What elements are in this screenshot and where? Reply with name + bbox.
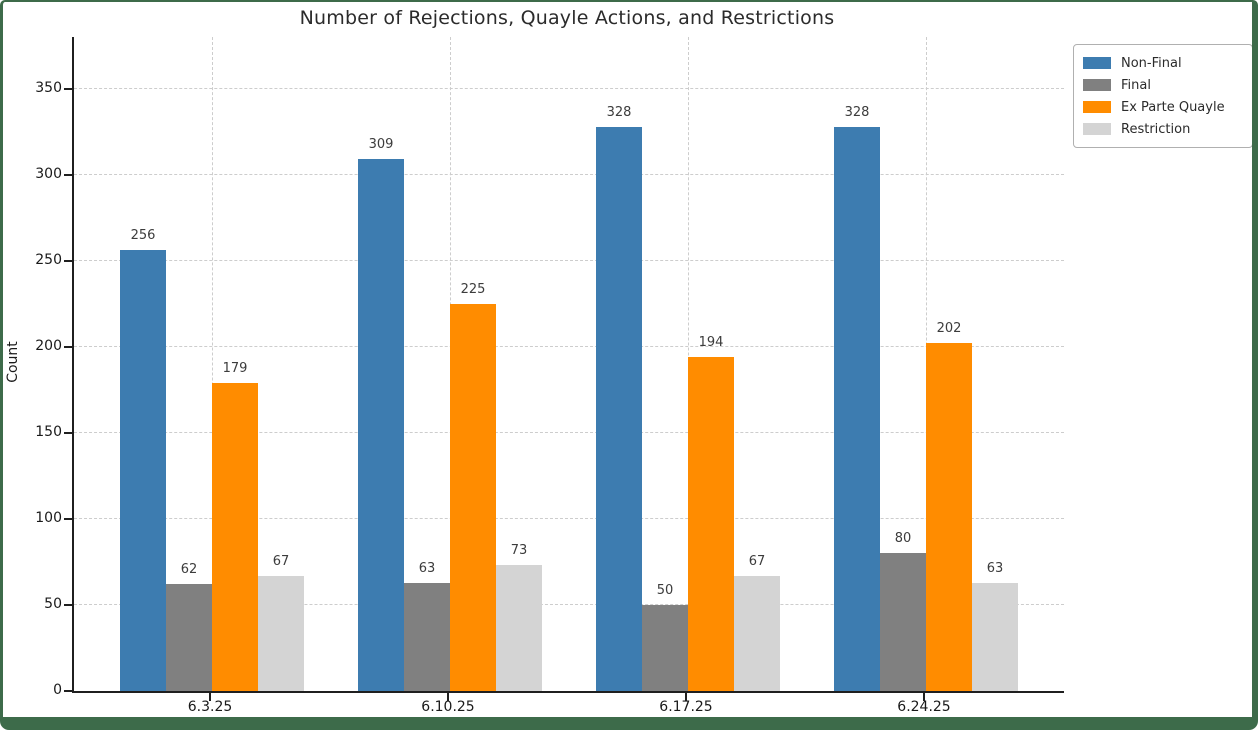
bar-restriction-6.24.25 (972, 582, 1018, 691)
bar-non-final-6.10.25 (358, 159, 404, 691)
bar-ex-parte-quayle-6.10.25 (450, 303, 496, 691)
y-tick-label: 0 (53, 682, 62, 698)
bar-value-label: 80 (894, 531, 912, 547)
legend-label: Final (1121, 77, 1151, 93)
bar-value-label: 328 (606, 104, 632, 120)
y-tick-mark (64, 517, 72, 520)
y-axis-label: Count (5, 341, 21, 383)
bar-value-label: 62 (180, 562, 198, 578)
legend-label: Restriction (1121, 121, 1191, 137)
bar-value-label: 309 (368, 137, 394, 153)
y-tick-mark (64, 345, 72, 348)
bar-non-final-6.3.25 (120, 250, 166, 691)
bar-value-label: 63 (418, 560, 436, 576)
bar-non-final-6.17.25 (596, 126, 642, 691)
h-gridline (74, 604, 1064, 606)
h-gridline (74, 260, 1064, 262)
legend-label: Non-Final (1121, 55, 1182, 71)
bar-value-label: 63 (986, 560, 1004, 576)
x-tick-mark (209, 693, 211, 701)
bar-non-final-6.24.25 (834, 126, 880, 691)
x-tick-label: 6.17.25 (659, 699, 713, 715)
x-tick-label: 6.10.25 (421, 699, 475, 715)
h-gridline (74, 432, 1064, 434)
y-tick-label: 250 (35, 251, 62, 268)
bar-ex-parte-quayle-6.3.25 (212, 382, 258, 691)
legend-swatch-non-final (1083, 57, 1111, 69)
bar-restriction-6.10.25 (496, 565, 542, 691)
legend: Non-Final Final Ex Parte Quayle Restriction (1073, 44, 1253, 148)
legend-item: Restriction (1083, 118, 1242, 140)
bar-final-6.17.25 (642, 604, 688, 691)
bar-restriction-6.3.25 (258, 575, 304, 691)
y-tick-label: 100 (35, 509, 62, 526)
y-tick-label: 150 (35, 423, 62, 440)
bar-value-label: 50 (656, 582, 674, 598)
legend-label: Ex Parte Quayle (1121, 99, 1225, 115)
bar-final-6.24.25 (880, 553, 926, 691)
legend-swatch-ex-parte-quayle (1083, 101, 1111, 113)
y-tick-mark (64, 87, 72, 90)
chart-title: Number of Rejections, Quayle Actions, an… (299, 7, 835, 29)
h-gridline (74, 518, 1064, 520)
bar-value-label: 256 (130, 228, 156, 244)
bar-restriction-6.17.25 (734, 575, 780, 691)
y-tick-mark (64, 259, 72, 262)
plot-area: 256 309 328 328 62 63 50 80 179 225 194 202 67 73 67 63 (72, 37, 1064, 693)
v-gridline (211, 37, 213, 691)
bar-value-label: 73 (510, 543, 528, 559)
legend-swatch-restriction (1083, 123, 1111, 135)
bar-value-label: 328 (844, 104, 870, 120)
y-tick-label: 50 (44, 595, 62, 612)
bar-final-6.3.25 (166, 584, 212, 691)
x-tick-mark (447, 693, 449, 701)
y-tick-mark (64, 431, 72, 434)
legend-item: Final (1083, 74, 1242, 96)
x-tick-label: 6.24.25 (897, 699, 951, 715)
y-tick-mark (64, 603, 72, 606)
bar-value-label: 67 (748, 553, 766, 569)
bar-ex-parte-quayle-6.17.25 (688, 357, 734, 691)
y-tick-mark (64, 690, 72, 692)
y-tick-label: 200 (35, 337, 62, 354)
y-tick-label: 300 (35, 165, 62, 182)
x-tick-mark (685, 693, 687, 701)
y-tick-mark (64, 173, 72, 176)
legend-item: Ex Parte Quayle (1083, 96, 1242, 118)
legend-swatch-final (1083, 79, 1111, 91)
h-gridline (74, 346, 1064, 348)
bar-value-label: 179 (222, 360, 248, 376)
h-gridline (74, 174, 1064, 176)
h-gridline (74, 88, 1064, 90)
bar-value-label: 67 (272, 553, 290, 569)
bar-final-6.10.25 (404, 582, 450, 691)
bar-ex-parte-quayle-6.24.25 (926, 343, 972, 691)
x-tick-mark (923, 693, 925, 701)
y-tick-label: 350 (35, 79, 62, 96)
bar-value-label: 225 (460, 281, 486, 297)
legend-item: Non-Final (1083, 52, 1242, 74)
x-tick-label: 6.3.25 (187, 699, 233, 715)
bar-value-label: 194 (698, 335, 724, 351)
bar-value-label: 202 (936, 321, 962, 337)
